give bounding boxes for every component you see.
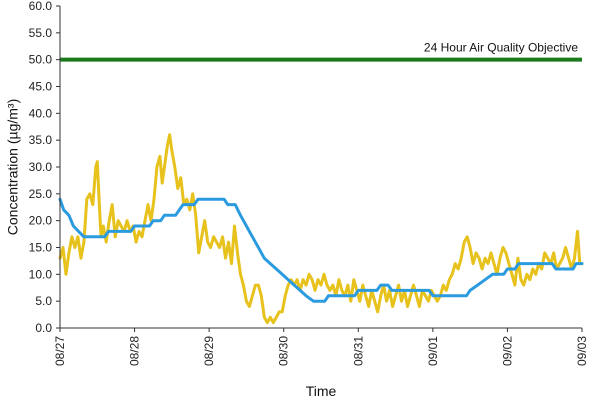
x-tick-label: 08/27 (53, 336, 67, 366)
air-quality-objective-label: 24 Hour Air Quality Objective (424, 41, 578, 55)
x-tick-label: 09/01 (426, 336, 440, 366)
x-tick-label: 08/30 (277, 336, 291, 366)
y-tick-label: 25.0 (29, 187, 53, 201)
y-tick-label: 15.0 (29, 241, 53, 255)
series-line-1 (58, 133, 584, 325)
y-tick-label: 30.0 (29, 160, 53, 174)
reference-line-group: 24 Hour Air Quality Objective (60, 41, 582, 62)
y-axis-title: Concentration (µg/m³) (5, 99, 21, 235)
y-tick-label: 0.0 (35, 321, 52, 335)
x-tick-label: 08/29 (202, 336, 216, 366)
x-tick-label: 09/02 (500, 336, 514, 366)
y-tick-label: 55.0 (29, 26, 53, 40)
x-tick-label: 08/31 (351, 336, 365, 366)
y-tick-label: 40.0 (29, 106, 53, 120)
x-axis-ticks: 08/27 08/28 08/29 08/30 08/31 09/01 09/02 09/03 (53, 328, 589, 366)
y-tick-label: 50.0 (29, 53, 53, 67)
x-tick-label: 09/03 (575, 336, 589, 366)
y-tick-label: 5.0 (35, 294, 52, 308)
y-tick-label: 20.0 (29, 214, 53, 228)
y-tick-label: 10.0 (29, 267, 53, 281)
series-line-2 (58, 197, 584, 303)
y-tick-label: 45.0 (29, 80, 53, 94)
x-axis-title: Time (306, 383, 337, 399)
y-tick-label: 60.0 (29, 0, 53, 13)
x-tick-label: 08/28 (128, 336, 142, 366)
series-group (58, 133, 584, 325)
y-tick-label: 35.0 (29, 133, 53, 147)
y-axis-ticks: 0.0 5.0 10.0 15.0 20.0 25.0 30.0 35.0 40.0 45.0 50… (29, 0, 60, 335)
